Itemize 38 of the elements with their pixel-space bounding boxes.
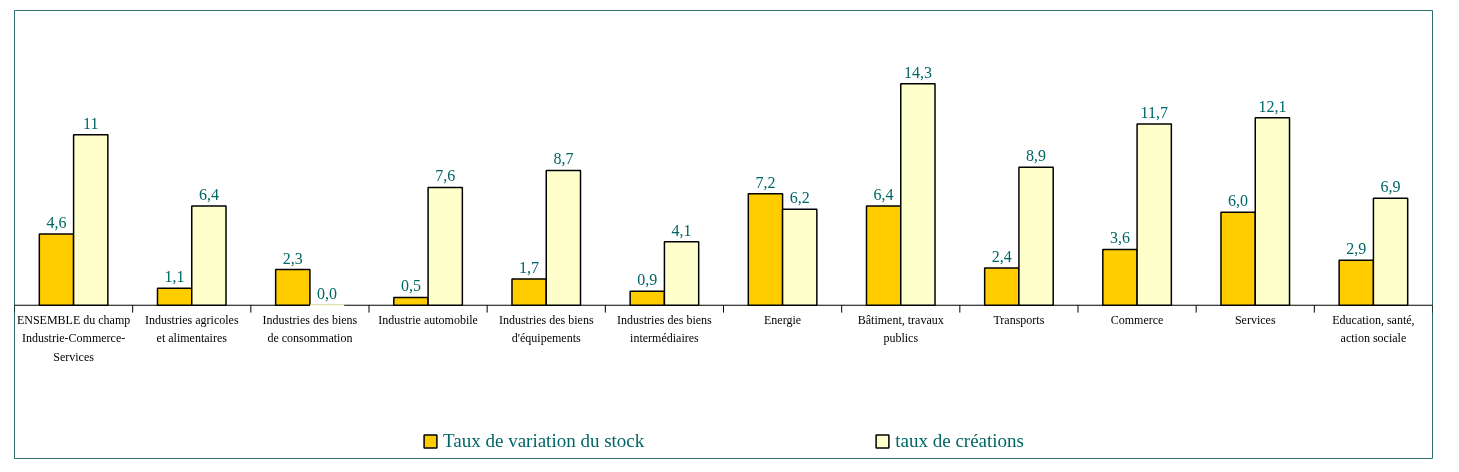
x-tick-label: Industrie automobile [378,313,478,328]
x-tick-label: Energie [764,313,802,328]
data-label: 6,4 [873,186,894,204]
x-tick-label: Industries agricoles et alimentaires [144,313,239,346]
data-label: 11,7 [1140,103,1168,121]
data-label: 2,4 [991,248,1012,266]
data-label: 2,3 [282,249,303,267]
data-label: 6,9 [1380,178,1401,196]
x-tick-label: Transports [993,313,1045,328]
x-tick-label: Industries des biens de consommation [262,313,358,346]
data-label: 6,0 [1228,192,1249,210]
x-tick-label: Education, santé, action sociale [1332,313,1415,346]
x-tick-label: ENSEMBLE du champ Industrie-Commerce-Services [16,313,131,364]
data-label: 6,4 [198,186,219,204]
data-label: 1,1 [164,268,185,286]
data-label: 2,9 [1346,240,1367,258]
data-label: 4,1 [671,221,692,239]
data-label: 1,7 [519,258,540,276]
data-label: 12,1 [1258,97,1287,115]
data-label: 7,2 [755,173,776,191]
data-label: 4,6 [46,213,67,231]
x-tick-label: Industries des biens d'équipements [498,313,594,346]
data-label: 3,6 [1109,229,1130,247]
data-label: 6,2 [789,189,810,207]
legend-label: taux de créations [895,430,1025,452]
x-tick-label: Industries des biens intermédiaires [617,313,713,346]
x-tick-label: Bâtiment, travaux publics [857,313,944,346]
data-label: 0,0 [317,285,338,303]
data-label: 8,9 [1026,147,1047,165]
data-label: 8,7 [553,150,574,168]
data-label: 7,6 [435,167,456,185]
data-label: 11 [83,114,99,132]
x-tick-label: Commerce [1110,313,1164,328]
data-label: 0,5 [400,277,421,295]
legend-label: Taux de variation du stock [442,430,645,452]
data-label: 0,9 [637,271,658,289]
data-label: 14,3 [903,63,932,81]
x-tick-label: Services [1234,313,1276,328]
